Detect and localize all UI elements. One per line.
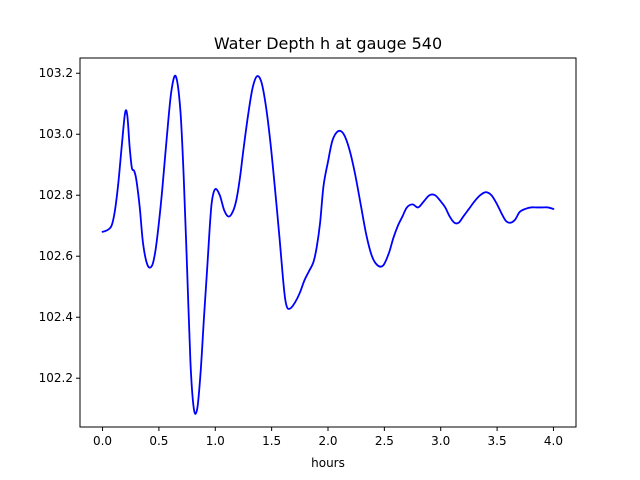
x-tick-label: 2.5 <box>375 434 394 448</box>
series-line <box>101 74 555 415</box>
x-tick-label: 4.0 <box>544 434 563 448</box>
y-tick-label: 102.8 <box>39 188 73 202</box>
x-axis: 0.0 0.5 1.0 1.5 2.0 2.5 3.0 3.5 4.0 <box>93 427 563 448</box>
plot-series <box>101 74 555 415</box>
x-tick-label: 0.5 <box>149 434 168 448</box>
y-tick-label: 103.0 <box>39 127 73 141</box>
x-tick-label: 1.5 <box>262 434 281 448</box>
y-axis: 102.2 102.4 102.6 102.8 103.0 103.2 <box>39 66 80 385</box>
y-tick-label: 102.2 <box>39 371 73 385</box>
x-tick-label: 3.5 <box>488 434 507 448</box>
x-tick-label: 2.0 <box>318 434 337 448</box>
y-tick-label: 103.2 <box>39 66 73 80</box>
x-axis-label: hours <box>311 456 345 470</box>
y-tick-label: 102.4 <box>39 310 73 324</box>
x-tick-label: 3.0 <box>431 434 450 448</box>
chart-title: Water Depth h at gauge 540 <box>214 34 442 53</box>
x-tick-label: 1.0 <box>206 434 225 448</box>
x-tick-label: 0.0 <box>93 434 112 448</box>
plot-frame <box>79 57 577 428</box>
y-tick-label: 102.6 <box>39 249 73 263</box>
